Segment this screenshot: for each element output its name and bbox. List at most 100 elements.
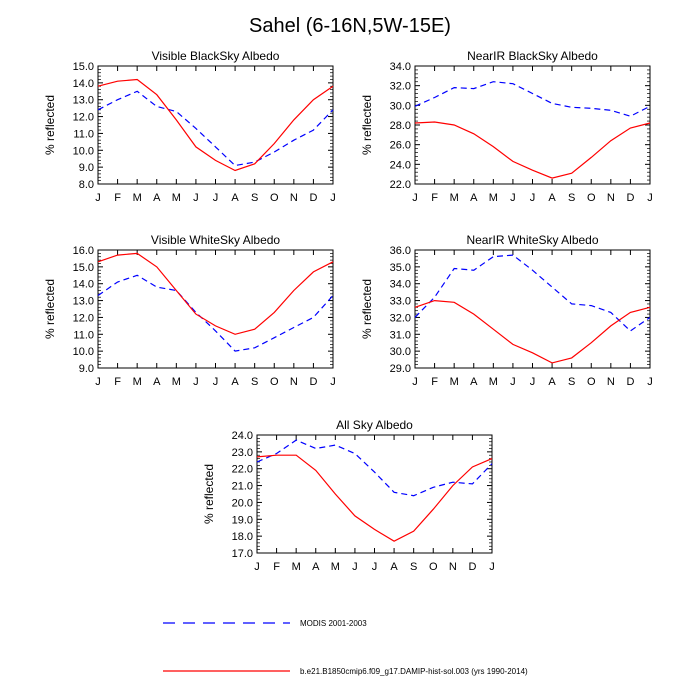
x-tick-label: J bbox=[530, 376, 536, 388]
x-tick-label: J bbox=[510, 376, 516, 388]
y-tick-label: 11.0 bbox=[73, 128, 94, 140]
x-tick-label: O bbox=[587, 192, 596, 204]
x-tick-label: N bbox=[449, 561, 457, 573]
series-line-model bbox=[97, 78, 334, 172]
panel-title: NearIR WhiteSky Albedo bbox=[466, 233, 598, 247]
x-tick-label: J bbox=[330, 376, 336, 388]
x-tick-label: M bbox=[489, 376, 498, 388]
y-tick-label: 30.0 bbox=[390, 100, 411, 112]
plot-frame bbox=[97, 249, 334, 369]
x-tick-label: D bbox=[309, 376, 317, 388]
y-tick-label: 8.0 bbox=[79, 179, 94, 191]
y-tick-label: 15.0 bbox=[73, 61, 94, 73]
x-tick-label: A bbox=[548, 376, 556, 388]
x-tick-label: D bbox=[626, 376, 634, 388]
y-tick-label: 12.0 bbox=[73, 112, 94, 124]
y-tick-label: 10.0 bbox=[73, 346, 94, 358]
plot-frame bbox=[256, 434, 493, 554]
chart-panel-2: NearIR BlackSky Albedo % reflected 22.0 24.… bbox=[360, 49, 653, 204]
y-tick-label: 32.0 bbox=[390, 81, 411, 93]
y-tick-label: 24.0 bbox=[390, 159, 411, 171]
x-tick-label: D bbox=[626, 192, 634, 204]
x-tick-label: J bbox=[213, 192, 219, 204]
y-axis-label: % reflected bbox=[202, 464, 216, 524]
y-tick-label: 28.0 bbox=[390, 120, 411, 132]
y-axis-label: % reflected bbox=[43, 279, 57, 339]
series-line-model bbox=[414, 299, 651, 364]
x-tick-label: N bbox=[607, 376, 615, 388]
x-tick-label: A bbox=[153, 376, 161, 388]
x-tick-label: J bbox=[412, 376, 418, 388]
x-tick-label: A bbox=[390, 561, 398, 573]
x-tick-label: N bbox=[290, 376, 298, 388]
x-tick-label: O bbox=[270, 376, 279, 388]
x-tick-label: S bbox=[410, 561, 417, 573]
x-tick-label: O bbox=[270, 192, 279, 204]
y-tick-label: 34.0 bbox=[390, 61, 411, 73]
x-tick-label: S bbox=[568, 192, 575, 204]
series-line-model bbox=[256, 454, 493, 542]
x-tick-label: O bbox=[429, 561, 438, 573]
x-tick-label: J bbox=[412, 192, 418, 204]
legend: MODIS 2001-2003 b.e21.B1850cmip6.f09_g17.… bbox=[163, 619, 528, 676]
x-tick-label: N bbox=[290, 192, 298, 204]
y-tick-label: 24.0 bbox=[232, 430, 253, 442]
y-tick-label: 18.0 bbox=[232, 531, 253, 543]
x-tick-label: F bbox=[431, 376, 438, 388]
x-tick-label: M bbox=[172, 376, 181, 388]
chart-panel-1: Visible BlackSky Albedo % reflected 8.0 9.0… bbox=[43, 49, 336, 204]
x-tick-label: J bbox=[352, 561, 358, 573]
panel-title: Visible WhiteSky Albedo bbox=[151, 233, 281, 247]
x-tick-label: J bbox=[193, 192, 199, 204]
y-tick-label: 13.0 bbox=[73, 296, 94, 308]
x-tick-label: S bbox=[251, 376, 258, 388]
x-tick-label: J bbox=[213, 376, 219, 388]
y-tick-label: 9.0 bbox=[79, 363, 94, 375]
y-tick-label: 36.0 bbox=[390, 245, 411, 257]
x-tick-label: J bbox=[647, 376, 653, 388]
y-tick-label: 20.0 bbox=[232, 497, 253, 509]
panel-title: All Sky Albedo bbox=[336, 418, 413, 432]
plot-frame bbox=[97, 65, 334, 185]
plot-frame bbox=[414, 249, 651, 369]
legend-label-2: b.e21.B1850cmip6.f09_g17.DAMIP-hist-sol.… bbox=[300, 667, 528, 676]
y-tick-label: 32.0 bbox=[390, 312, 411, 324]
x-tick-label: F bbox=[114, 376, 121, 388]
y-tick-label: 15.0 bbox=[73, 262, 94, 274]
y-tick-label: 34.0 bbox=[390, 279, 411, 291]
y-tick-label: 9.0 bbox=[79, 162, 94, 174]
x-tick-label: A bbox=[231, 376, 239, 388]
x-tick-label: M bbox=[331, 561, 340, 573]
x-tick-label: M bbox=[133, 376, 142, 388]
series-line-modis bbox=[97, 90, 334, 167]
x-tick-label: D bbox=[309, 192, 317, 204]
y-tick-label: 17.0 bbox=[232, 548, 253, 560]
x-tick-label: A bbox=[470, 192, 478, 204]
y-axis-label: % reflected bbox=[360, 279, 374, 339]
x-tick-label: A bbox=[470, 376, 478, 388]
chart-panel-3: Visible WhiteSky Albedo % reflected 9.0 10.… bbox=[43, 233, 336, 388]
y-axis-label: % reflected bbox=[360, 95, 374, 155]
y-tick-label: 14.0 bbox=[73, 78, 94, 90]
x-tick-label: S bbox=[251, 192, 258, 204]
y-tick-label: 23.0 bbox=[232, 447, 253, 459]
page-title: Sahel (6-16N,5W-15E) bbox=[249, 15, 451, 37]
x-tick-label: M bbox=[450, 376, 459, 388]
x-tick-label: F bbox=[431, 192, 438, 204]
y-tick-label: 29.0 bbox=[390, 363, 411, 375]
x-tick-label: J bbox=[489, 561, 495, 573]
y-tick-label: 35.0 bbox=[390, 262, 411, 274]
y-tick-label: 12.0 bbox=[73, 312, 94, 324]
x-tick-label: F bbox=[114, 192, 121, 204]
x-tick-label: S bbox=[568, 376, 575, 388]
x-tick-label: A bbox=[312, 561, 320, 573]
panel-title: NearIR BlackSky Albedo bbox=[467, 49, 598, 63]
x-tick-label: N bbox=[607, 192, 615, 204]
y-tick-label: 22.0 bbox=[390, 179, 411, 191]
x-tick-label: M bbox=[489, 192, 498, 204]
panels: Visible BlackSky Albedo % reflected 8.0 9.0… bbox=[43, 49, 653, 573]
y-tick-label: 30.0 bbox=[390, 346, 411, 358]
series-line-modis bbox=[256, 439, 493, 497]
x-tick-label: O bbox=[587, 376, 596, 388]
